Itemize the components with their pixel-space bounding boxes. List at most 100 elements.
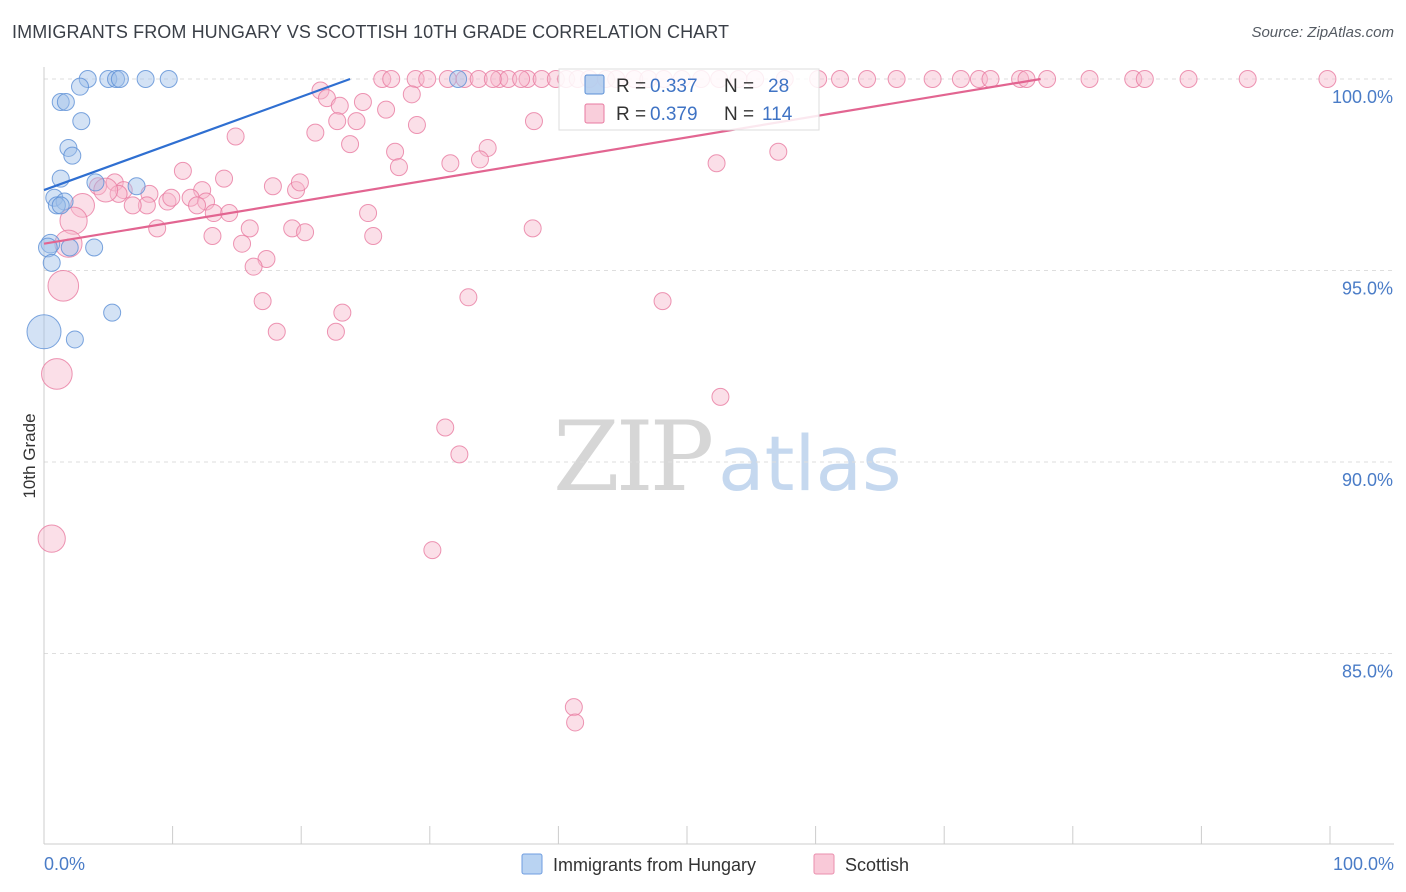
scottish-point xyxy=(711,387,730,406)
series-legend-label-hungary: Immigrants from Hungary xyxy=(553,855,756,875)
hungary-point xyxy=(26,314,62,350)
x-tick-label-max: 100.0% xyxy=(1333,854,1394,874)
scottish-trend-line xyxy=(43,77,1041,245)
scottish-point xyxy=(1238,70,1257,88)
scottish-point xyxy=(923,70,942,88)
hungary-trend-line xyxy=(43,77,351,192)
scottish-point xyxy=(532,70,551,88)
hungary-point xyxy=(110,70,129,88)
scottish-point xyxy=(333,303,352,322)
scottish-point xyxy=(423,541,442,560)
watermark-atlas: atlas xyxy=(718,419,902,508)
scottish-point xyxy=(402,85,421,104)
scottish-point xyxy=(341,135,360,154)
legend-r-value-scottish: 0.379 xyxy=(650,104,698,125)
series-legend: Immigrants from Hungary Scottish xyxy=(521,853,909,875)
hungary-point xyxy=(71,77,90,96)
hungary-point xyxy=(72,112,91,131)
scottish-point xyxy=(296,223,315,242)
hungary-point xyxy=(51,196,70,215)
scottish-point xyxy=(203,227,222,246)
y-tick-label: 90.0% xyxy=(1342,470,1393,490)
scottish-point xyxy=(1318,70,1337,88)
scottish-point xyxy=(459,288,478,307)
hungary-point xyxy=(159,70,178,88)
scottish-point xyxy=(47,270,80,302)
scottish-point xyxy=(253,292,272,311)
hungary-point xyxy=(85,238,104,257)
scottish-point xyxy=(386,142,405,161)
scottish-point xyxy=(328,112,347,131)
scottish-point xyxy=(123,196,142,215)
scottish-point xyxy=(470,150,489,169)
scottish-point xyxy=(1038,70,1057,88)
scottish-point xyxy=(1135,70,1154,88)
scottish-point xyxy=(240,219,259,238)
scottish-point xyxy=(490,70,509,88)
scottish-point xyxy=(326,322,345,341)
hungary-point xyxy=(86,173,105,192)
stats-legend: R = 0.337 N = 28 R = 0.379 N = 114 xyxy=(558,68,820,131)
chart-title: IMMIGRANTS FROM HUNGARY VS SCOTTISH 10TH… xyxy=(12,22,730,42)
source-label: Source: ZipAtlas.com xyxy=(1251,24,1394,41)
data-points xyxy=(26,70,1337,732)
scottish-point xyxy=(267,322,286,341)
scottish-point xyxy=(162,188,181,207)
scottish-point xyxy=(418,70,437,88)
scottish-point xyxy=(1017,70,1036,88)
watermark-zip: ZIP xyxy=(553,401,712,513)
scottish-point xyxy=(377,100,396,119)
scottish-point xyxy=(233,234,252,253)
hungary-point xyxy=(56,92,75,111)
hungary-point xyxy=(65,330,84,349)
scottish-point xyxy=(373,70,392,88)
legend-n-label-scottish: N = xyxy=(724,104,754,125)
scottish-point xyxy=(831,70,850,88)
scottish-point xyxy=(290,173,309,192)
scottish-point xyxy=(1080,70,1099,88)
scottish-point xyxy=(455,70,474,88)
legend-r-label-scottish: R = xyxy=(616,104,646,125)
scottish-point xyxy=(37,524,66,553)
scottish-point xyxy=(564,698,583,717)
hungary-point xyxy=(42,253,61,272)
hungary-point xyxy=(107,70,126,88)
scottish-point xyxy=(244,257,263,276)
scottish-point xyxy=(1179,70,1198,88)
hungary-point xyxy=(51,92,70,111)
scottish-point xyxy=(93,177,119,203)
scottish-point xyxy=(499,70,518,88)
scottish-point xyxy=(353,92,372,111)
legend-n-value-scottish: 114 xyxy=(762,104,793,125)
hungary-point xyxy=(63,146,82,165)
scottish-point xyxy=(887,70,906,88)
scottish-point xyxy=(436,418,455,437)
scottish-point xyxy=(858,70,877,88)
scottish-point xyxy=(523,219,542,238)
scottish-point xyxy=(364,227,383,246)
scottish-point xyxy=(181,188,200,207)
scottish-point xyxy=(330,96,349,115)
x-tick-labels: 0.0% 100.0% xyxy=(44,854,1394,874)
y-tick-label: 85.0% xyxy=(1342,662,1393,682)
legend-r-value-hungary: 0.337 xyxy=(650,76,698,97)
scottish-point xyxy=(263,177,282,196)
scottish-point xyxy=(148,219,167,238)
scottish-point xyxy=(137,196,156,215)
y-tick-label: 95.0% xyxy=(1342,279,1393,299)
scottish-point xyxy=(981,70,1000,88)
scottish-point xyxy=(382,70,401,88)
scottish-point xyxy=(41,358,73,390)
scottish-point xyxy=(524,112,543,131)
scottish-point xyxy=(59,206,88,235)
scottish-point xyxy=(215,169,234,188)
scottish-point xyxy=(951,70,970,88)
scottish-point xyxy=(450,445,469,464)
series-legend-label-scottish: Scottish xyxy=(845,855,909,875)
scottish-point xyxy=(518,70,537,88)
y-axis-label: 10th Grade xyxy=(20,413,39,498)
scottish-point xyxy=(347,112,366,131)
y-tick-labels: 85.0% 90.0% 95.0% 100.0% xyxy=(1332,87,1393,682)
scottish-point xyxy=(483,70,502,88)
